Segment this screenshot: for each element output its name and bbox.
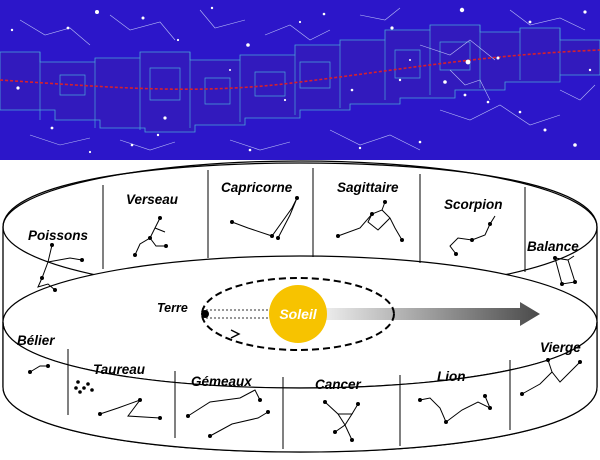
capricorne-figure	[230, 196, 299, 240]
sun	[269, 285, 327, 343]
stars	[10, 6, 592, 154]
vierge-figure	[520, 358, 582, 396]
gemeaux-figure	[186, 389, 270, 438]
bottom-ring-dividers	[67, 349, 511, 449]
label-poissons: Poissons	[28, 228, 89, 243]
label-capricorne: Capricorne	[221, 180, 293, 195]
constellation-lines	[19, 7, 596, 151]
taureau-figure	[74, 380, 162, 420]
cancer-figure	[323, 400, 360, 442]
earth-orbit	[201, 277, 395, 351]
balance-figure	[553, 255, 577, 286]
band-back-edge	[2, 162, 598, 228]
top-ring-dividers	[102, 168, 526, 272]
earth-label: Terre	[157, 301, 188, 315]
label-vierge: Vierge	[540, 340, 581, 355]
orbit-direction-chevron	[230, 329, 241, 339]
lion-figure	[418, 394, 492, 424]
poissons-figure	[37, 243, 84, 292]
top-ring-labels: Poissons Verseau Capricorne Sagittaire S…	[28, 180, 579, 254]
label-verseau: Verseau	[126, 192, 179, 207]
label-taureau: Taureau	[93, 362, 146, 377]
label-cancer: Cancer	[315, 377, 362, 392]
direction-arrow	[300, 302, 540, 326]
scorpion-figure	[449, 215, 496, 256]
bottom-ring-constellations	[28, 358, 582, 442]
earth	[201, 310, 209, 318]
belier-figure	[28, 364, 50, 374]
label-scorpion: Scorpion	[444, 197, 503, 212]
label-gemeaux: Gémeaux	[191, 374, 252, 389]
label-sagittaire: Sagittaire	[337, 180, 399, 195]
label-balance: Balance	[527, 239, 579, 254]
sagittaire-figure	[336, 200, 404, 242]
sun-label: Soleil	[279, 306, 317, 322]
ecliptic-line	[0, 49, 600, 91]
label-belier: Bélier	[17, 333, 55, 348]
verseau-figure	[133, 216, 168, 257]
top-ring-constellations	[37, 196, 577, 292]
bottom-ring-labels: Bélier Taureau Gémeaux Cancer Lion Vierg…	[17, 333, 581, 392]
solar-system-center: Soleil Terre	[157, 277, 540, 351]
band-front-panel	[2, 321, 598, 453]
star-map	[0, 0, 600, 160]
label-lion: Lion	[437, 369, 466, 384]
